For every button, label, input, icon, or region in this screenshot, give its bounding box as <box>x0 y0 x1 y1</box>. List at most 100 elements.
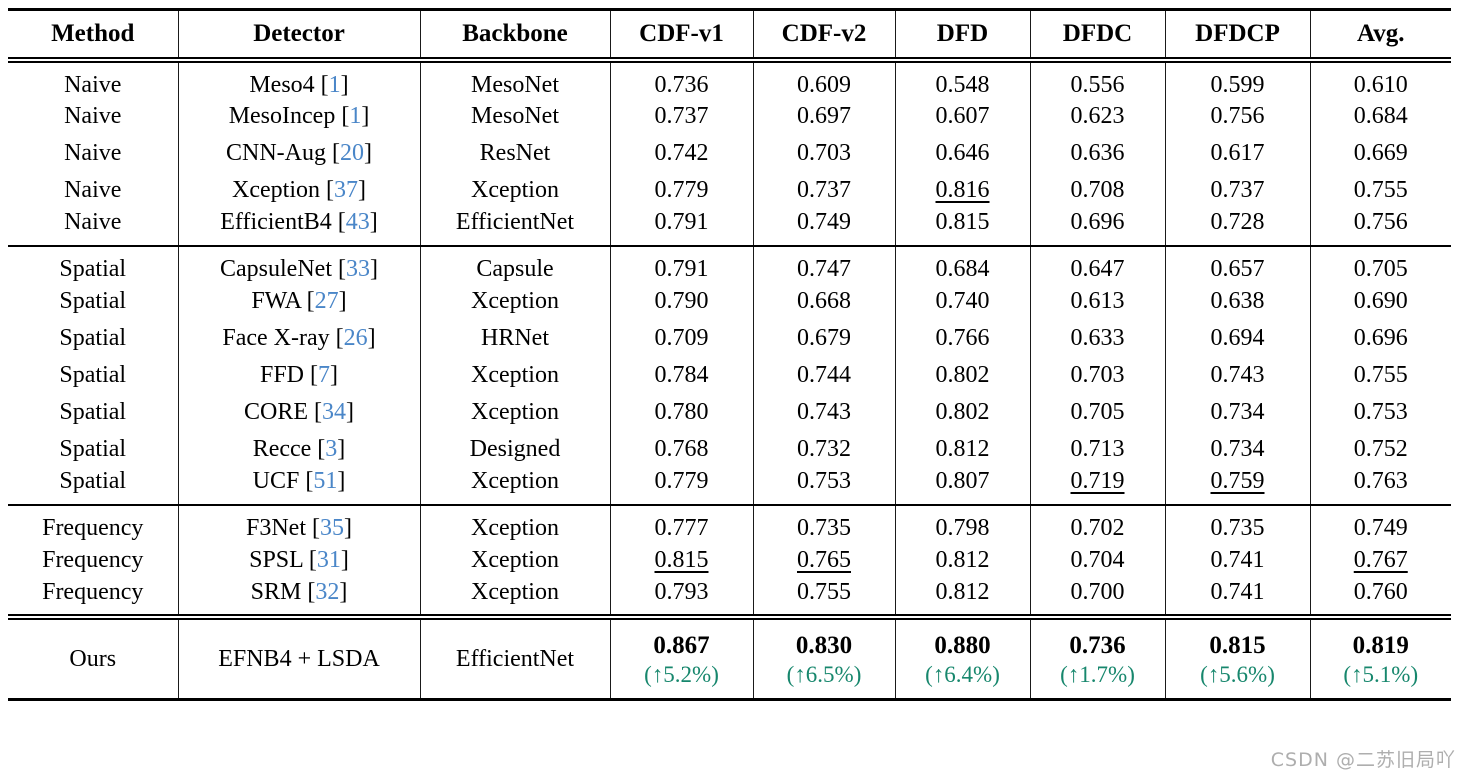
citation-link[interactable]: 27 <box>314 288 339 315</box>
citation-link[interactable]: 1 <box>349 103 362 130</box>
table-section-ours: Ours EFNB4 + LSDA EfficientNet 0.867 (↑5.2%)… <box>8 614 1451 700</box>
score-value: 0.791 <box>654 209 709 236</box>
ours-improvement: (↑5.6%) <box>1200 661 1275 687</box>
column-header-dfdcp: DFDCP <box>1164 9 1310 63</box>
score-cell: 0.779 <box>609 467 753 505</box>
score-value: 0.777 <box>654 515 709 542</box>
detector-cell: Face X-ray [26] <box>177 319 420 357</box>
score-value: 0.812 <box>935 578 990 605</box>
score-cell: 0.633 <box>1029 319 1165 357</box>
score-cell: 0.638 <box>1164 282 1310 320</box>
score-cell: 0.812 <box>894 541 1030 579</box>
method-cell: Spatial <box>59 362 127 389</box>
citation-bracket: ] <box>337 468 346 495</box>
score-cell: 0.669 <box>1309 134 1451 172</box>
detector-cell: FWA [27] <box>177 282 420 320</box>
column-header-cdf-v2: CDF-v2 <box>752 9 895 63</box>
citation-link[interactable]: 33 <box>345 256 370 283</box>
score-cell: 0.760 <box>1309 578 1451 618</box>
score-cell: 0.690 <box>1309 282 1451 320</box>
score-value: 0.647 <box>1070 256 1125 283</box>
citation-bracket: ] <box>344 515 352 542</box>
score-value: 0.755 <box>1353 362 1408 389</box>
score-value: 0.607 <box>935 103 990 130</box>
score-value: 0.734 <box>1210 399 1265 426</box>
score-cell: 0.741 <box>1164 578 1310 618</box>
citation-bracket: ] <box>339 578 348 605</box>
table-row: Spatial Face X-ray [26] HRNet 0.709 0.679 0.7… <box>8 319 1451 357</box>
score-value: 0.752 <box>1353 436 1408 463</box>
score-value: 0.636 <box>1070 140 1125 167</box>
citation-link[interactable]: 34 <box>322 399 346 426</box>
table-row: Spatial Recce [3] Designed 0.768 0.732 0.812 0… <box>8 430 1451 468</box>
backbone-cell: Xception <box>419 282 610 320</box>
score-cell: 0.759 <box>1164 467 1310 505</box>
score-cell: 0.708 <box>1029 171 1165 209</box>
score-cell: 0.790 <box>609 282 753 320</box>
citation-link[interactable]: 43 <box>345 209 370 236</box>
score-cell: 0.816 <box>894 171 1030 209</box>
score-value: 0.780 <box>654 399 709 426</box>
score-value: 0.802 <box>935 362 990 389</box>
score-value: 0.793 <box>654 578 709 605</box>
method-cell: Naive <box>64 71 122 98</box>
score-cell: 0.700 <box>1029 578 1165 618</box>
score-value: 0.755 <box>797 578 851 605</box>
detector-label: UCF [ <box>252 468 314 495</box>
score-cell: 0.784 <box>609 356 753 394</box>
score-value: 0.743 <box>1210 362 1265 389</box>
citation-link[interactable]: 31 <box>316 547 341 574</box>
score-cell: 0.867 (↑5.2%) <box>609 614 753 700</box>
results-table-container: Method Detector Backbone CDF-v1 CDF-v2 D… <box>8 8 1451 701</box>
citation-link[interactable]: 1 <box>328 71 341 98</box>
ours-improvement: (↑5.1%) <box>1343 661 1419 687</box>
score-value: 0.791 <box>654 256 709 283</box>
score-cell: 0.735 <box>1164 503 1310 542</box>
detector-label: Meso4 [ <box>249 71 329 98</box>
score-cell: 0.684 <box>894 244 1030 283</box>
table-row: Spatial CORE [34] Xception 0.780 0.743 0.802 0… <box>8 393 1451 431</box>
score-value: 0.610 <box>1353 71 1408 98</box>
score-value: 0.737 <box>1210 177 1265 204</box>
score-cell: 0.696 <box>1029 208 1165 246</box>
citation-link[interactable]: 7 <box>318 362 331 389</box>
table-row: Naive Xception [37] Xception 0.779 0.737 0.81… <box>8 171 1451 209</box>
score-value: 0.749 <box>1353 515 1408 542</box>
score-value: 0.740 <box>935 288 990 315</box>
score-cell: 0.599 <box>1164 59 1310 98</box>
score-cell: 0.617 <box>1164 134 1310 172</box>
detector-label: FFD [ <box>259 362 319 389</box>
method-cell: Frequency <box>42 578 144 605</box>
backbone-cell: Xception <box>419 393 610 431</box>
backbone-cell: MesoNet <box>419 59 610 98</box>
citation-bracket: ] <box>367 325 376 352</box>
ours-score-value: 0.815 <box>1209 631 1266 659</box>
detector-label: Xception [ <box>232 177 334 204</box>
method-cell: Spatial <box>59 325 127 352</box>
citation-link[interactable]: 37 <box>333 177 358 204</box>
score-value: 0.669 <box>1353 140 1408 167</box>
detector-cell: EFNB4 + LSDA <box>177 614 420 700</box>
score-cell: 0.734 <box>1164 430 1310 468</box>
score-value: 0.719 <box>1070 468 1125 495</box>
detector-cell: Xception [37] <box>177 171 420 209</box>
citation-bracket: ] <box>340 71 349 98</box>
score-value: 0.657 <box>1210 256 1265 283</box>
citation-link[interactable]: 20 <box>340 140 364 167</box>
citation-link[interactable]: 3 <box>325 436 338 463</box>
column-header-avg: Avg. <box>1309 9 1451 63</box>
score-cell: 0.694 <box>1164 319 1310 357</box>
table-header: Method Detector Backbone CDF-v1 CDF-v2 D… <box>8 9 1451 63</box>
score-cell: 0.668 <box>752 282 895 320</box>
citation-link[interactable]: 51 <box>313 468 338 495</box>
score-cell: 0.737 <box>609 97 753 135</box>
citation-link[interactable]: 35 <box>320 515 344 542</box>
score-cell: 0.755 <box>752 578 895 618</box>
csdn-watermark: CSDN @二苏旧局吖 <box>1270 749 1456 771</box>
detector-label: Recce [ <box>252 436 326 463</box>
score-value: 0.790 <box>654 288 709 315</box>
score-cell: 0.763 <box>1309 467 1451 505</box>
citation-link[interactable]: 32 <box>315 578 340 605</box>
backbone-cell: MesoNet <box>419 97 610 135</box>
citation-link[interactable]: 26 <box>343 325 368 352</box>
